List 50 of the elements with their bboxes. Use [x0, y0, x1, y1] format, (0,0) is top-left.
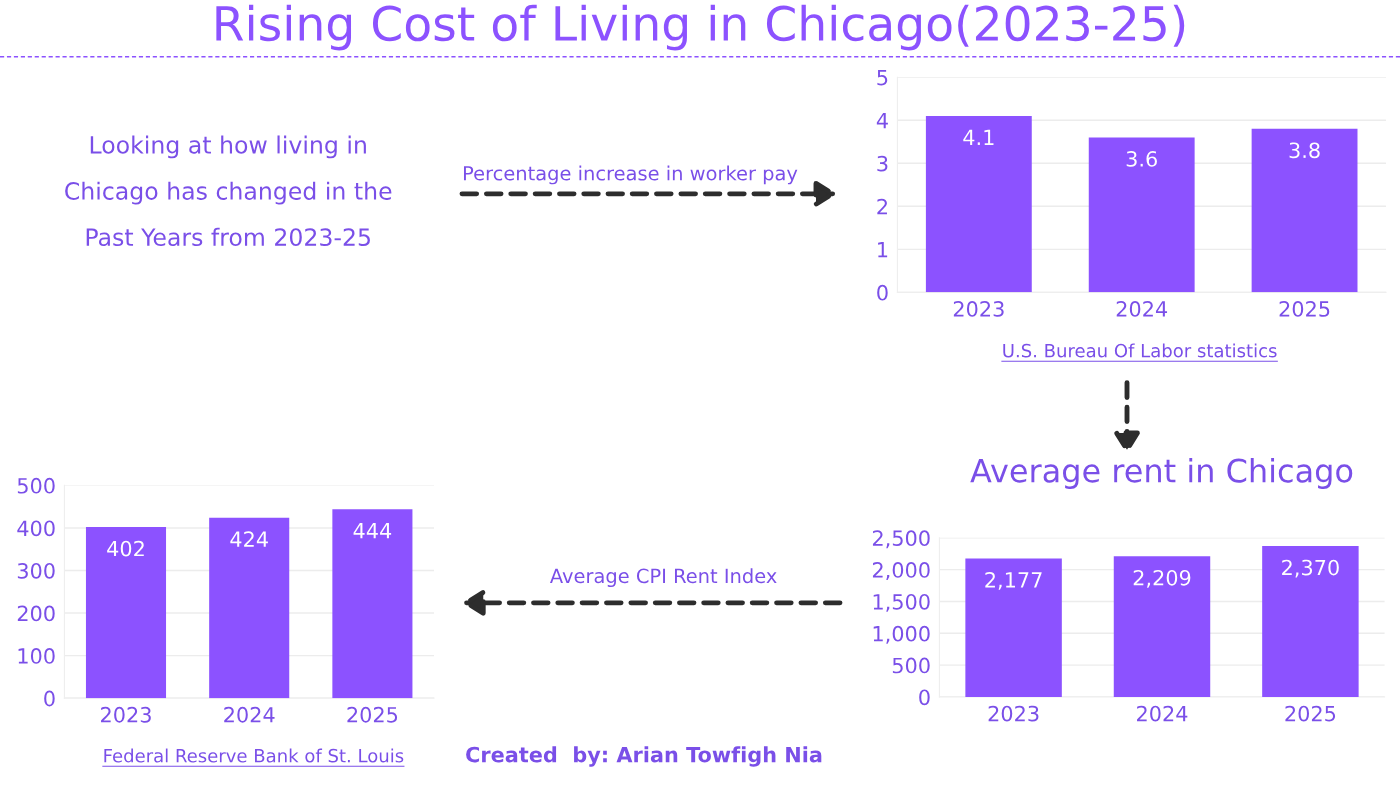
x-tick-label: 2023	[988, 705, 1039, 722]
data-label: 424	[230, 531, 268, 547]
bar	[85, 527, 167, 699]
y-tick-label: 1,500	[873, 593, 930, 612]
text: Rising Cost of Living in Chicago(2023-25)	[216, 4, 1185, 51]
text: Average CPI Rent Index	[550, 568, 777, 588]
y-tick-label: 0	[919, 689, 930, 706]
bar	[332, 509, 413, 699]
x-tick-label: 2025	[1279, 301, 1330, 317]
x-tick-label: 2024	[1116, 301, 1168, 317]
text: Created by: Arian Towfigh Nia	[466, 746, 822, 767]
y-tick-label: 0	[877, 284, 888, 301]
data-label: 2,177	[985, 571, 1042, 590]
y-tick-label: 2,500	[872, 530, 930, 549]
data-label: 3.8	[1289, 142, 1320, 159]
data-label: 2,370	[1282, 559, 1339, 578]
text: Percentage increase in worker pay	[463, 165, 798, 185]
y-tick-label: 200	[17, 605, 55, 622]
bar	[1113, 556, 1211, 697]
bar	[965, 558, 1062, 697]
text: U.S. Bureau Of Labor statistics	[1003, 343, 1277, 358]
y-tick-label: 500	[892, 657, 930, 674]
y-tick-label: 500	[17, 477, 55, 494]
y-tick-label: 2	[877, 198, 887, 215]
y-tick-label: 1	[878, 242, 888, 258]
y-tick-label: 0	[44, 690, 55, 707]
text: Looking at how living in Chicago has changed in the Past Years from 2023-25	[65, 135, 392, 247]
x-tick-label: 2023	[953, 301, 1004, 317]
data-label: 4.1	[963, 129, 994, 145]
bar	[1262, 546, 1359, 697]
y-tick-label: 300	[17, 562, 55, 579]
data-label: 2,209	[1133, 569, 1191, 588]
text: Federal Reserve Bank of St. Louis	[104, 748, 404, 763]
y-tick-label: 5	[877, 69, 888, 86]
x-tick-label: 2024	[224, 706, 275, 723]
y-tick-label: 3	[877, 155, 888, 172]
x-tick-label: 2024	[1137, 705, 1188, 722]
data-label: 3.6	[1126, 151, 1157, 167]
x-tick-label: 2023	[101, 706, 151, 723]
chart-title: Average rent in Chicago	[970, 457, 1353, 489]
data-label: 444	[353, 523, 392, 539]
y-tick-label: 2,000	[872, 562, 930, 580]
data-label: 402	[107, 540, 144, 557]
y-tick-label: 4	[876, 112, 888, 129]
x-tick-label: 2025	[347, 706, 398, 723]
x-tick-label: 2025	[1285, 705, 1336, 722]
y-tick-label: 100	[18, 648, 55, 664]
y-tick-label: 1,000	[873, 625, 930, 644]
bar	[209, 517, 290, 699]
y-tick-label: 400	[17, 520, 55, 537]
